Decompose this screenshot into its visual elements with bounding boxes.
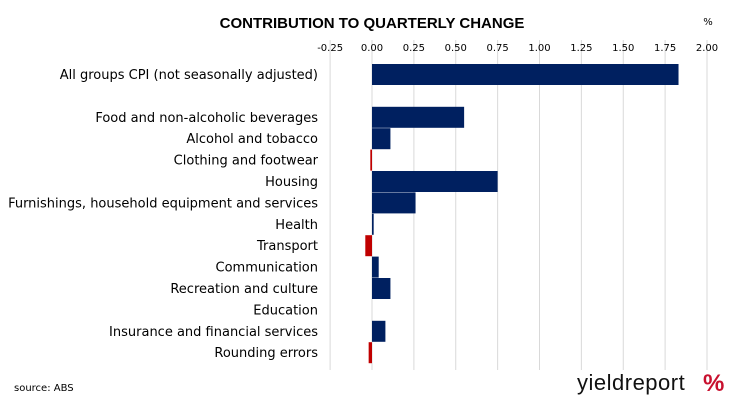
x-tick-label: 0.75 — [486, 43, 508, 54]
chart-title: CONTRIBUTION TO QUARTERLY CHANGE — [220, 15, 525, 32]
source-note: source: ABS — [14, 383, 74, 394]
bar — [370, 149, 372, 171]
x-tick-label: 0.25 — [403, 43, 425, 54]
x-tick-label: 1.75 — [654, 43, 676, 54]
category-labels: All groups CPI (not seasonally adjusted)… — [8, 68, 319, 361]
category-label: Health — [275, 218, 318, 233]
unit-label: % — [703, 17, 713, 28]
category-label: All groups CPI (not seasonally adjusted) — [60, 68, 318, 83]
x-axis-ticks: -0.25 0.00 0.25 0.50 0.75 1.00 1.25 1.50 1.75 2.0… — [317, 43, 718, 54]
bar — [372, 128, 391, 150]
x-tick-label: -0.25 — [317, 43, 343, 54]
category-label: Clothing and footwear — [174, 154, 319, 169]
bar — [368, 342, 372, 364]
bar — [372, 256, 379, 278]
category-label: Alcohol and tobacco — [186, 132, 318, 147]
category-label: Rounding errors — [214, 346, 318, 361]
x-tick-label: 2.00 — [696, 43, 718, 54]
bar — [372, 278, 391, 299]
category-label: Transport — [256, 239, 318, 254]
x-tick-label: 1.25 — [570, 43, 592, 54]
category-label: Communication — [216, 261, 318, 276]
bar — [372, 192, 416, 214]
bar — [372, 64, 679, 85]
bar — [372, 213, 374, 235]
bar — [372, 106, 465, 128]
category-label: Education — [253, 303, 318, 318]
bars — [365, 64, 679, 364]
bar — [372, 171, 498, 192]
x-tick-label: 1.50 — [612, 43, 634, 54]
category-label: Food and non-alcoholic beverages — [95, 111, 318, 126]
category-label: Furnishings, household equipment and ser… — [8, 196, 318, 211]
x-tick-label: 0.50 — [445, 43, 467, 54]
logo-percent-icon: % — [703, 370, 724, 397]
category-label: Recreation and culture — [170, 282, 318, 297]
yieldreport-logo: yieldreport % — [577, 370, 724, 397]
category-label: Insurance and financial services — [109, 325, 318, 340]
x-tick-label: 0.00 — [361, 43, 383, 54]
gridlines — [329, 40, 708, 370]
logo-text: yieldreport — [577, 370, 685, 395]
category-label: Housing — [265, 175, 318, 190]
x-tick-label: 1.00 — [528, 43, 550, 54]
bar — [365, 235, 372, 257]
bar — [372, 320, 386, 342]
